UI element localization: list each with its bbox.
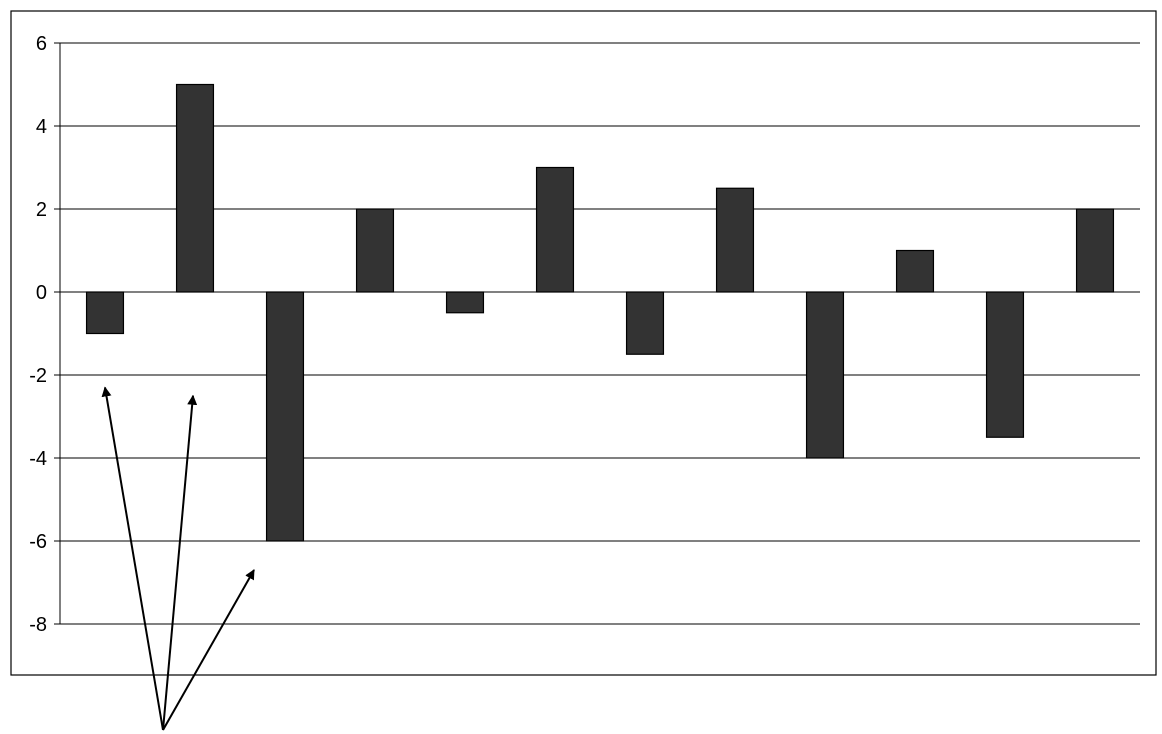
annotation-arrow [162, 569, 255, 731]
bar [625, 291, 665, 355]
bars [85, 83, 1115, 542]
y-tick-label: -2 [29, 365, 47, 387]
annotation-arrow [162, 394, 198, 731]
bar [535, 166, 575, 293]
bar [355, 208, 395, 293]
y-axis-ticks: 6 4 2 0 -2 -4 -6 -8 [29, 33, 61, 636]
bar [85, 291, 125, 335]
annotation-arrow [101, 386, 164, 731]
y-tick-label: -6 [29, 531, 47, 553]
bar [895, 249, 935, 293]
y-tick-label: 6 [36, 33, 47, 55]
bar [715, 187, 755, 293]
bar [445, 291, 485, 314]
bar [1075, 208, 1115, 293]
annotation-arrows [101, 386, 255, 731]
bar [985, 291, 1025, 438]
y-tick-label: -4 [29, 448, 47, 470]
gridlines [60, 42, 1140, 625]
y-tick-label: -8 [29, 614, 47, 636]
y-tick-label: 0 [36, 282, 47, 304]
bar [175, 83, 215, 293]
bar [805, 291, 845, 459]
y-tick-label: 2 [36, 199, 47, 221]
y-tick-label: 4 [36, 116, 47, 138]
bar [265, 291, 305, 542]
